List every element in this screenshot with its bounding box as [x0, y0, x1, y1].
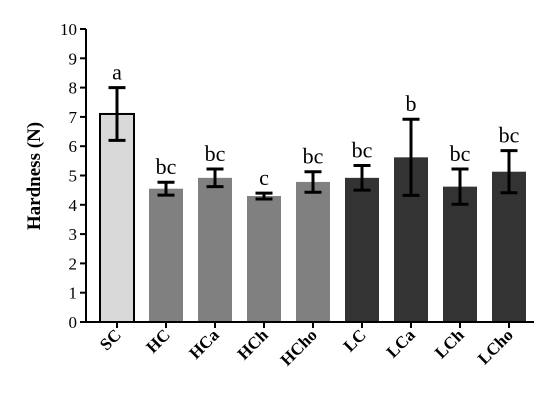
- y-tick-label: 10: [60, 20, 77, 39]
- bar-hcho: [296, 181, 330, 322]
- bars-group: a bc bc c bc bc b bc bc: [99, 60, 526, 323]
- significance-letter-hc: bc: [156, 154, 177, 179]
- bar-lc: [345, 177, 379, 322]
- y-tick-label: 7: [69, 108, 78, 127]
- significance-letter-lc: bc: [352, 138, 373, 163]
- bar-hca: [198, 177, 232, 322]
- y-tick-label: 9: [69, 49, 78, 68]
- y-tick-label: 0: [69, 313, 78, 332]
- x-category-label-hcho: HCho: [277, 325, 321, 369]
- significance-letter-lca: b: [406, 91, 417, 116]
- x-category-label-lch: LCh: [431, 325, 468, 362]
- significance-letter-lcho: bc: [499, 123, 520, 148]
- significance-letter-lch: bc: [450, 141, 471, 166]
- x-category-label-lcho: LCho: [474, 325, 517, 368]
- x-category-label-hca: HCa: [185, 325, 223, 363]
- significance-letter-sc: a: [112, 60, 122, 85]
- y-tick-label: 3: [69, 225, 78, 244]
- significance-letter-hch: c: [259, 165, 269, 190]
- bar-sc: [99, 112, 135, 323]
- y-tick-label: 8: [69, 79, 78, 98]
- significance-letter-hca: bc: [205, 141, 226, 166]
- x-category-label-lc: LC: [340, 325, 370, 355]
- significance-letter-hcho: bc: [303, 144, 324, 169]
- y-axis: 0 1 2 3 4 5 6 7 8 9 10: [60, 20, 87, 332]
- x-category-label-lca: LCa: [383, 325, 419, 361]
- bar-hch: [247, 196, 281, 322]
- bar-lch: [443, 186, 477, 322]
- y-tick-label: 5: [69, 167, 78, 186]
- y-tick-label: 4: [69, 196, 78, 215]
- y-tick-label: 2: [69, 254, 78, 273]
- x-category-label-hch: HCh: [234, 325, 273, 364]
- y-tick-label: 6: [69, 137, 78, 156]
- y-axis-title: Hardness (N): [24, 122, 45, 230]
- bar-hc: [149, 188, 183, 322]
- x-category-label-hc: HC: [142, 325, 173, 356]
- bar-lcho: [492, 171, 526, 322]
- y-tick-label: 1: [69, 284, 78, 303]
- x-category-label-sc: SC: [96, 325, 125, 354]
- x-axis: SC HC HCa HCh HCho LC LCa LCh LCho: [86, 321, 534, 370]
